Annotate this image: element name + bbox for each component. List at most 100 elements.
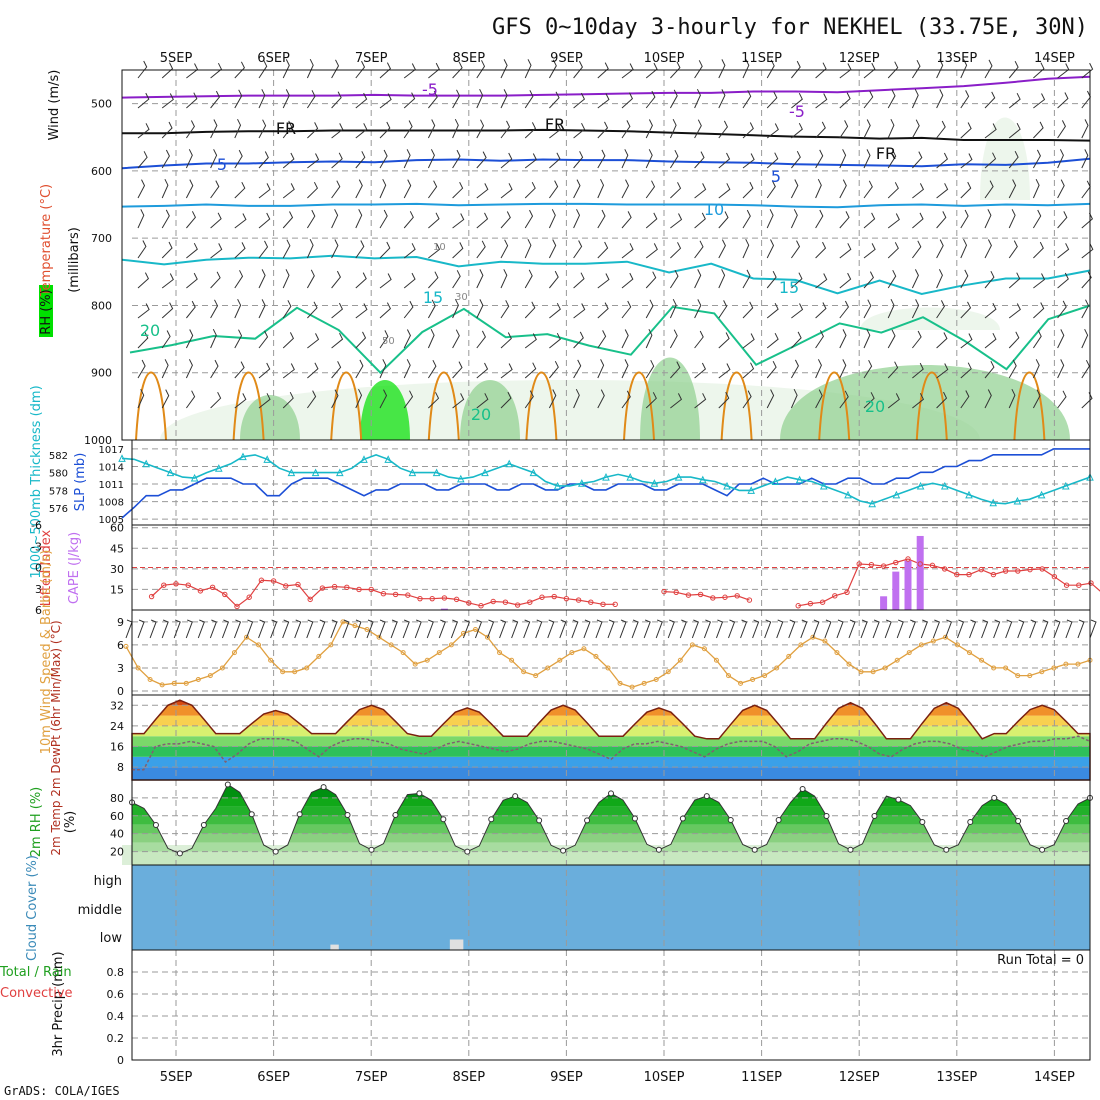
wind-barb: [524, 238, 532, 259]
cape-bar: [892, 571, 900, 610]
wind-barb-10m: [956, 619, 965, 639]
wind-speed-point: [219, 665, 225, 671]
wind-barb-10m: [330, 619, 338, 639]
wind-barb: [524, 390, 534, 409]
wind-barb: [210, 391, 222, 409]
temp-tick: 8: [117, 761, 124, 774]
precip-label-convective: Convective: [0, 986, 73, 1001]
axis-title-thickness: 1000~500mb Thickness (dm): [29, 385, 44, 578]
rh-tick: 20: [110, 846, 124, 859]
wind-barb: [355, 151, 366, 169]
wind-barb: [669, 329, 678, 349]
wind-barb-10m: [1053, 619, 1061, 639]
rh-point: [1063, 817, 1070, 824]
wind-barb: [331, 239, 339, 259]
wind-barb: [428, 212, 440, 229]
wind-barb: [573, 331, 584, 349]
li-point: [575, 597, 582, 603]
wind-barb: [960, 209, 969, 229]
wind-barb: [1032, 149, 1041, 169]
wind-barb: [573, 151, 584, 169]
wind-speed-point: [593, 653, 599, 659]
wind-barb: [185, 329, 194, 349]
thickness-tick: 576: [49, 504, 68, 515]
wind-barb: [500, 89, 508, 109]
wind-barb: [621, 63, 634, 79]
wind-speed-point: [786, 653, 792, 659]
wind-barb: [355, 92, 368, 109]
li-tick: 0: [35, 562, 42, 575]
wind-barb: [1081, 271, 1092, 289]
wind-barb: [863, 90, 874, 109]
rh-point: [679, 815, 686, 822]
wind-speed-point: [581, 646, 587, 652]
wind-barb-10m: [366, 619, 374, 639]
wind-barb: [621, 211, 632, 229]
wind-barb: [912, 330, 922, 349]
wind-speed-point: [677, 657, 683, 663]
wind-barb: [355, 359, 364, 379]
wind-speed-point: [954, 642, 960, 648]
wind-barb: [524, 59, 532, 79]
li-point: [502, 599, 509, 605]
thickness-marker: [892, 490, 901, 499]
wind-barb: [1008, 240, 1018, 259]
rh-point: [296, 811, 303, 818]
isotherm-label: 5: [217, 155, 227, 174]
low-cloud-patch: [449, 939, 464, 950]
wind-barb: [766, 360, 777, 379]
wind-barb: [742, 209, 751, 229]
wind-speed-point: [448, 642, 454, 648]
wind-barb-10m: [896, 619, 904, 639]
wind-barb: [718, 391, 730, 409]
wind-barb: [282, 332, 295, 349]
wind-barb: [1032, 330, 1042, 349]
wind-barb: [911, 269, 919, 289]
wind-speed-point: [858, 669, 864, 675]
wind-barb: [1032, 178, 1040, 199]
date-label-top: 5SEP: [160, 51, 193, 66]
wind-barb: [1081, 180, 1091, 199]
wind-barb: [476, 269, 484, 289]
wind-barb: [500, 152, 513, 169]
wind-barb: [185, 120, 195, 139]
wind-barb: [185, 179, 194, 199]
li-point: [1039, 566, 1045, 572]
wind-barb: [597, 62, 609, 79]
wind-barb: [718, 239, 726, 259]
wind-barb: [621, 92, 634, 109]
wind-speed-point: [244, 634, 249, 640]
axis-title-slp: SLP (mb): [73, 453, 88, 512]
wind-barb: [500, 239, 509, 259]
rh-point: [560, 847, 567, 854]
wind-barb-10m: [450, 619, 458, 639]
axis-labels: 5SEP 5SEP 6SEP 6SEP 7SEP 7SEP 8SEP 8SEP 9SEP 9SEP…: [0, 51, 1084, 1085]
wind-barb: [549, 332, 561, 349]
date-label-top: 9SEP: [550, 51, 583, 66]
wind-barb: [137, 303, 150, 319]
wind-barb: [524, 301, 536, 319]
wind-barb: [911, 299, 920, 319]
wind-speed-point: [942, 634, 948, 640]
wind-barb: [718, 89, 726, 109]
wind-barb: [549, 360, 559, 379]
wind-barb: [186, 300, 196, 319]
wind-speed-point: [701, 646, 707, 652]
wind-barb: [815, 62, 827, 79]
li-point: [307, 596, 313, 603]
wind-barb: [282, 211, 294, 229]
wind-barb: [936, 239, 944, 259]
li-point: [234, 603, 240, 610]
wind-barb: [234, 270, 244, 289]
wind-tick: 0: [117, 685, 124, 698]
wind-speed-point: [159, 682, 165, 688]
li-point: [527, 599, 533, 605]
cape-tick: 45: [110, 542, 124, 555]
li-point: [954, 571, 960, 578]
wind-barb: [863, 299, 872, 319]
wind-speed-point: [533, 673, 539, 679]
wind-barb: [524, 333, 537, 349]
isotherm-label: 20: [865, 397, 885, 416]
wind-barb: [936, 391, 948, 409]
wind-barb: [863, 149, 871, 169]
